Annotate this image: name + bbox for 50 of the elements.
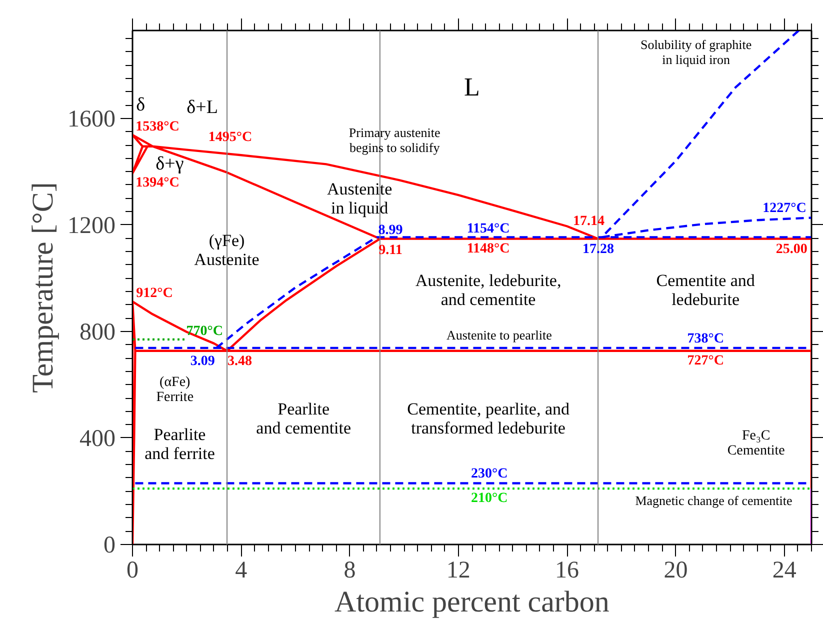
annotation: δ [136,94,146,116]
x-tick-label: 12 [446,558,470,584]
y-axis-title: Temperature [°C] [26,182,60,393]
data-label: 770°C [186,324,224,339]
annotation: 3.48 [228,354,252,370]
data-label: 738°C [687,331,724,346]
y-tick-label: 400 [80,426,116,452]
annotation: 1495°C [208,130,252,146]
annotation: Fe₃C Cementite [727,428,785,458]
annotation: 9.11 [378,242,402,258]
x-tick-label: 0 [126,558,138,584]
annotation: Magnetic change of cementite [635,492,792,508]
annotation: L [464,72,480,102]
annotation: (γFe) Austenite [194,231,260,270]
annotation: 3.09 [190,354,215,370]
y-tick-label: 0 [104,532,116,558]
annotation: 25.00 [776,242,808,258]
annotation: Austenite to pearlite [446,328,552,343]
x-tick-label: 16 [555,558,580,584]
x-tick-label: 8 [344,558,356,584]
data-label: 1227°C [762,201,806,216]
annotation: δ+L [186,96,218,118]
annotation: Solubility of graphite in liquid iron [640,37,752,68]
annotation: Cementite and ledeburite [656,271,756,310]
annotation: Austenite in liquid [326,179,392,218]
x-tick-label: 20 [664,558,688,584]
x-tick-label: 4 [235,558,248,584]
y-tick-label: 1200 [68,212,116,239]
y-tick-label: 1600 [68,106,116,132]
annotation: Cementite, pearlite, and transformed ledeburite [407,399,570,438]
annotation: Austenite, ledeburite, and cementite [415,271,562,310]
annotation: δ+γ [156,154,184,175]
data-label: 912°C [136,286,173,302]
data-label: 727°C [687,353,724,368]
annotation: 17.28 [582,242,614,258]
x-axis-title: Atomic percent carbon [334,586,610,618]
annotation: Primary austenite begins to solidify [348,125,440,156]
data-label: 1538°C [136,119,180,134]
x-tick-label: 24 [772,558,796,584]
annotation: 17.14 [573,214,605,229]
annotation: Pearlite and cementite [256,399,352,438]
data-label: 230°C [471,466,508,482]
data-label: 1394°C [136,176,180,191]
data-label: 210°C [471,491,508,506]
annotation: Pearlite and ferrite [144,425,215,464]
data-label: 1148°C [466,241,510,256]
annotation: 8.99 [378,222,403,238]
data-label: 1154°C [466,222,510,237]
y-tick-label: 800 [80,319,116,346]
annotation: (αFe) Ferrite [156,375,194,406]
